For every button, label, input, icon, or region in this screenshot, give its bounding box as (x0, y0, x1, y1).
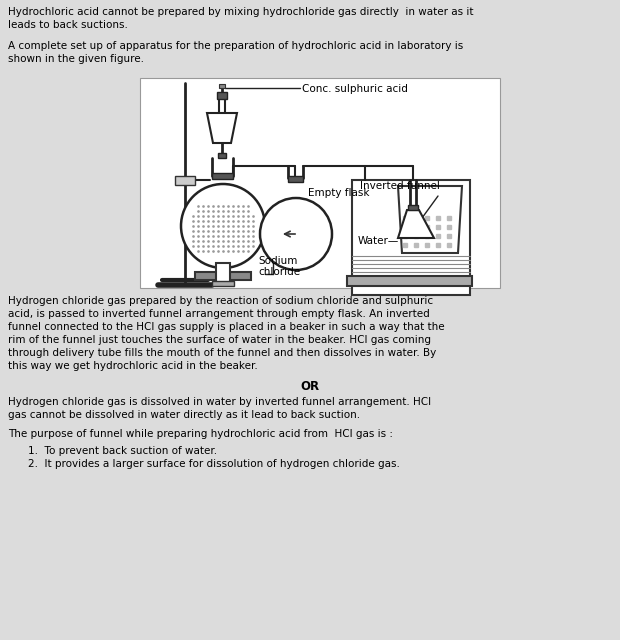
Bar (217, 92, 227, 99)
Bar (347, 276, 472, 286)
Text: The purpose of funnel while preparing hydrochloric acid from  HCl gas is :: The purpose of funnel while preparing hy… (8, 429, 393, 439)
Bar (219, 84, 225, 88)
Text: Hydrochloric acid cannot be prepared by mixing hydrochloride gas directly  in wa: Hydrochloric acid cannot be prepared by … (8, 7, 474, 17)
Text: Empty flask: Empty flask (308, 188, 370, 198)
Text: funnel connected to the HCl gas supply is placed in a beaker in such a way that : funnel connected to the HCl gas supply i… (8, 322, 445, 332)
Text: 2.  It provides a larger surface for dissolution of hydrogen chloride gas.: 2. It provides a larger surface for diss… (28, 459, 400, 469)
Text: rim of the funnel just touches the surface of water in the beaker. HCl gas comin: rim of the funnel just touches the surfa… (8, 335, 431, 345)
Text: A complete set up of apparatus for the preparation of hydrochloric acid in labor: A complete set up of apparatus for the p… (8, 41, 463, 51)
Circle shape (260, 198, 332, 270)
Polygon shape (398, 186, 462, 253)
Text: OR: OR (301, 380, 319, 393)
Text: Inverted funnel: Inverted funnel (360, 181, 440, 191)
Bar (352, 180, 470, 295)
Circle shape (181, 184, 265, 268)
Text: chloride: chloride (258, 267, 300, 277)
Bar (218, 153, 226, 158)
Bar (288, 176, 303, 182)
Text: 1.  To prevent back suction of water.: 1. To prevent back suction of water. (28, 446, 217, 456)
Text: Water—: Water— (358, 236, 399, 246)
Text: leads to back suctions.: leads to back suctions. (8, 20, 128, 30)
Text: Hydrogen chloride gas is dissolved in water by inverted funnel arrangement. HCl: Hydrogen chloride gas is dissolved in wa… (8, 397, 431, 407)
Text: through delivery tube fills the mouth of the funnel and then dissolves in water.: through delivery tube fills the mouth of… (8, 348, 436, 358)
Bar (216, 263, 230, 285)
Polygon shape (207, 113, 237, 143)
Bar (408, 205, 418, 210)
Text: acid, is passed to inverted funnel arrangement through empty flask. An inverted: acid, is passed to inverted funnel arran… (8, 309, 430, 319)
Text: this way we get hydrochloric acid in the beaker.: this way we get hydrochloric acid in the… (8, 361, 258, 371)
Bar (195, 272, 251, 280)
Text: gas cannot be dissolved in water directly as it lead to back suction.: gas cannot be dissolved in water directl… (8, 410, 360, 420)
Text: Hydrogen chloride gas prepared by the reaction of sodium chloride and sulphuric: Hydrogen chloride gas prepared by the re… (8, 296, 433, 306)
Polygon shape (398, 210, 434, 238)
Text: Conc. sulphuric acid: Conc. sulphuric acid (302, 84, 408, 94)
Bar (175, 176, 195, 185)
Bar (140, 78, 500, 288)
Text: Sodium: Sodium (258, 256, 298, 266)
Text: shown in the given figure.: shown in the given figure. (8, 54, 144, 64)
Bar (212, 173, 233, 179)
Bar (212, 281, 234, 286)
